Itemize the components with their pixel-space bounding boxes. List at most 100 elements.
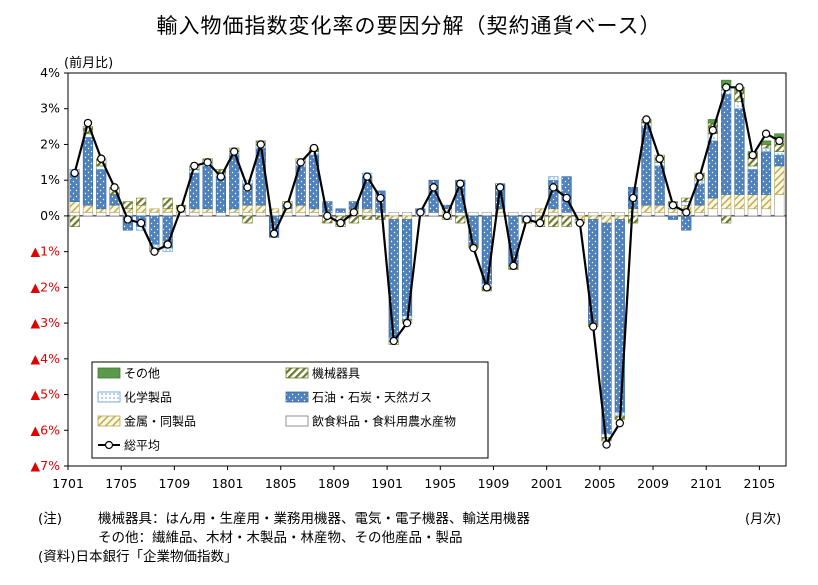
total-average-point: [163, 240, 172, 249]
legend-label: 飲食料品・食料用農水産物: [312, 414, 456, 429]
bar-segment: [760, 208, 772, 217]
bar-segment: [548, 215, 559, 227]
total-average-point: [176, 204, 186, 213]
bar-segment: [96, 212, 107, 217]
bar-segment: [588, 215, 599, 220]
bar-segment: [455, 215, 466, 224]
y-tick-label: 3%: [40, 101, 60, 116]
bar-segment: [229, 212, 240, 217]
bar-segment: [362, 212, 373, 217]
legend-label: 化学製品: [124, 390, 172, 405]
bar-segment: [149, 215, 160, 245]
total-average-point: [190, 161, 199, 171]
total-average-point: [668, 200, 678, 210]
total-average-point: [509, 261, 518, 271]
total-average-point: [309, 143, 319, 153]
bar-segment: [654, 204, 665, 213]
bar-segment: [202, 165, 213, 210]
bar-segment: [362, 208, 373, 213]
bar-segment: [774, 151, 785, 156]
total-average-point: [123, 215, 133, 224]
notes-block: (注) 機械器具：はん用・生産用・業務用機器、電気・電子機器、輸送用機器 その他：…: [38, 510, 530, 567]
bar-segment: [548, 208, 559, 213]
bar-segment: [481, 212, 492, 217]
bar-segment: [215, 212, 226, 217]
total-average-point: [522, 215, 531, 224]
total-average-point: [336, 218, 345, 228]
legend-swatch: [97, 391, 121, 403]
x-tick-label: 2001: [531, 476, 563, 491]
stacked-bar-line-chart: 4% 3% 2% 1% 0% ▲1% ▲2% ▲3% ▲4% ▲5% ▲6% ▲7% 1701 1705 1…: [31, 65, 787, 491]
bar-segment: [721, 194, 732, 210]
bar-segment: [335, 212, 346, 217]
bar-segment: [69, 215, 80, 227]
bar-segment: [747, 165, 758, 170]
y-tick-label: ▲7%: [31, 458, 61, 473]
bar-segment: [428, 212, 439, 217]
bar-segment: [734, 208, 745, 217]
bar-segment: [82, 137, 94, 206]
total-average-point: [402, 318, 412, 328]
total-average-point: [362, 172, 372, 181]
x-tick-label: 1705: [105, 476, 137, 491]
total-average-point: [243, 183, 252, 192]
bar-segment: [388, 215, 399, 220]
legend-label: 石油・石炭・天然ガス: [312, 390, 432, 405]
legend-swatch: [285, 415, 309, 427]
bar-segment: [242, 212, 253, 217]
bar-segment: [455, 212, 466, 217]
bar-segment: [162, 208, 173, 213]
bar-segment: [82, 204, 94, 213]
bar-segment: [747, 208, 758, 217]
x-tick-label: 1809: [318, 476, 350, 491]
total-average-point: [230, 147, 239, 156]
bar-segment: [747, 194, 758, 210]
total-average-point: [721, 83, 731, 92]
plot-area: 4% 3% 2% 1% 0% ▲1% ▲2% ▲3% ▲4% ▲5% ▲6% ▲7% 1701 1705 1…: [31, 65, 787, 491]
total-average-point: [575, 218, 585, 228]
bar-segment: [96, 169, 107, 210]
bar-segment: [401, 212, 413, 217]
bar-segment: [162, 197, 173, 210]
x-tick-label: 1801: [212, 476, 244, 491]
total-average-point: [83, 118, 93, 128]
total-average-point: [642, 115, 651, 124]
y-tick-label: ▲4%: [31, 351, 61, 366]
bar-segment: [601, 222, 612, 435]
x-unit-label: (月次): [745, 512, 782, 527]
bar-segment: [295, 212, 306, 217]
bar-segment: [774, 154, 785, 167]
total-average-point: [482, 283, 492, 292]
total-average-point: [562, 193, 571, 203]
bar-segment: [388, 212, 399, 217]
bar-segment: [136, 197, 147, 206]
legend-swatch: [97, 415, 121, 427]
bar-segment: [774, 165, 785, 195]
bar-segment: [401, 215, 413, 220]
bar-segment: [614, 212, 625, 217]
bar-segment: [189, 212, 200, 217]
bar-segment: [508, 212, 519, 217]
bar-segment: [202, 212, 213, 217]
bar-segment: [601, 212, 612, 217]
bar-segment: [255, 204, 266, 213]
total-average-point: [775, 136, 784, 146]
bar-segment: [82, 212, 94, 217]
bar-segment: [348, 215, 359, 224]
total-average-point: [150, 247, 159, 256]
note-line-other: その他：繊維品、木材・木製品・林産物、その他産品・製品: [98, 530, 463, 546]
bar-segment: [694, 212, 705, 217]
bar-segment: [561, 215, 572, 227]
total-average-point: [216, 172, 226, 181]
bar-segment: [149, 208, 160, 213]
source-text: 日本銀行「企業物価指数」: [75, 549, 238, 565]
y-tick-label: 4%: [40, 65, 60, 80]
y-tick-label: ▲5%: [31, 387, 61, 402]
plot-frame: [67, 72, 787, 467]
bar-segment: [308, 212, 320, 217]
total-average-point: [695, 172, 704, 181]
bar-segment: [295, 204, 306, 213]
y-tick-label: ▲1%: [31, 244, 61, 259]
bar-segment: [69, 201, 80, 213]
